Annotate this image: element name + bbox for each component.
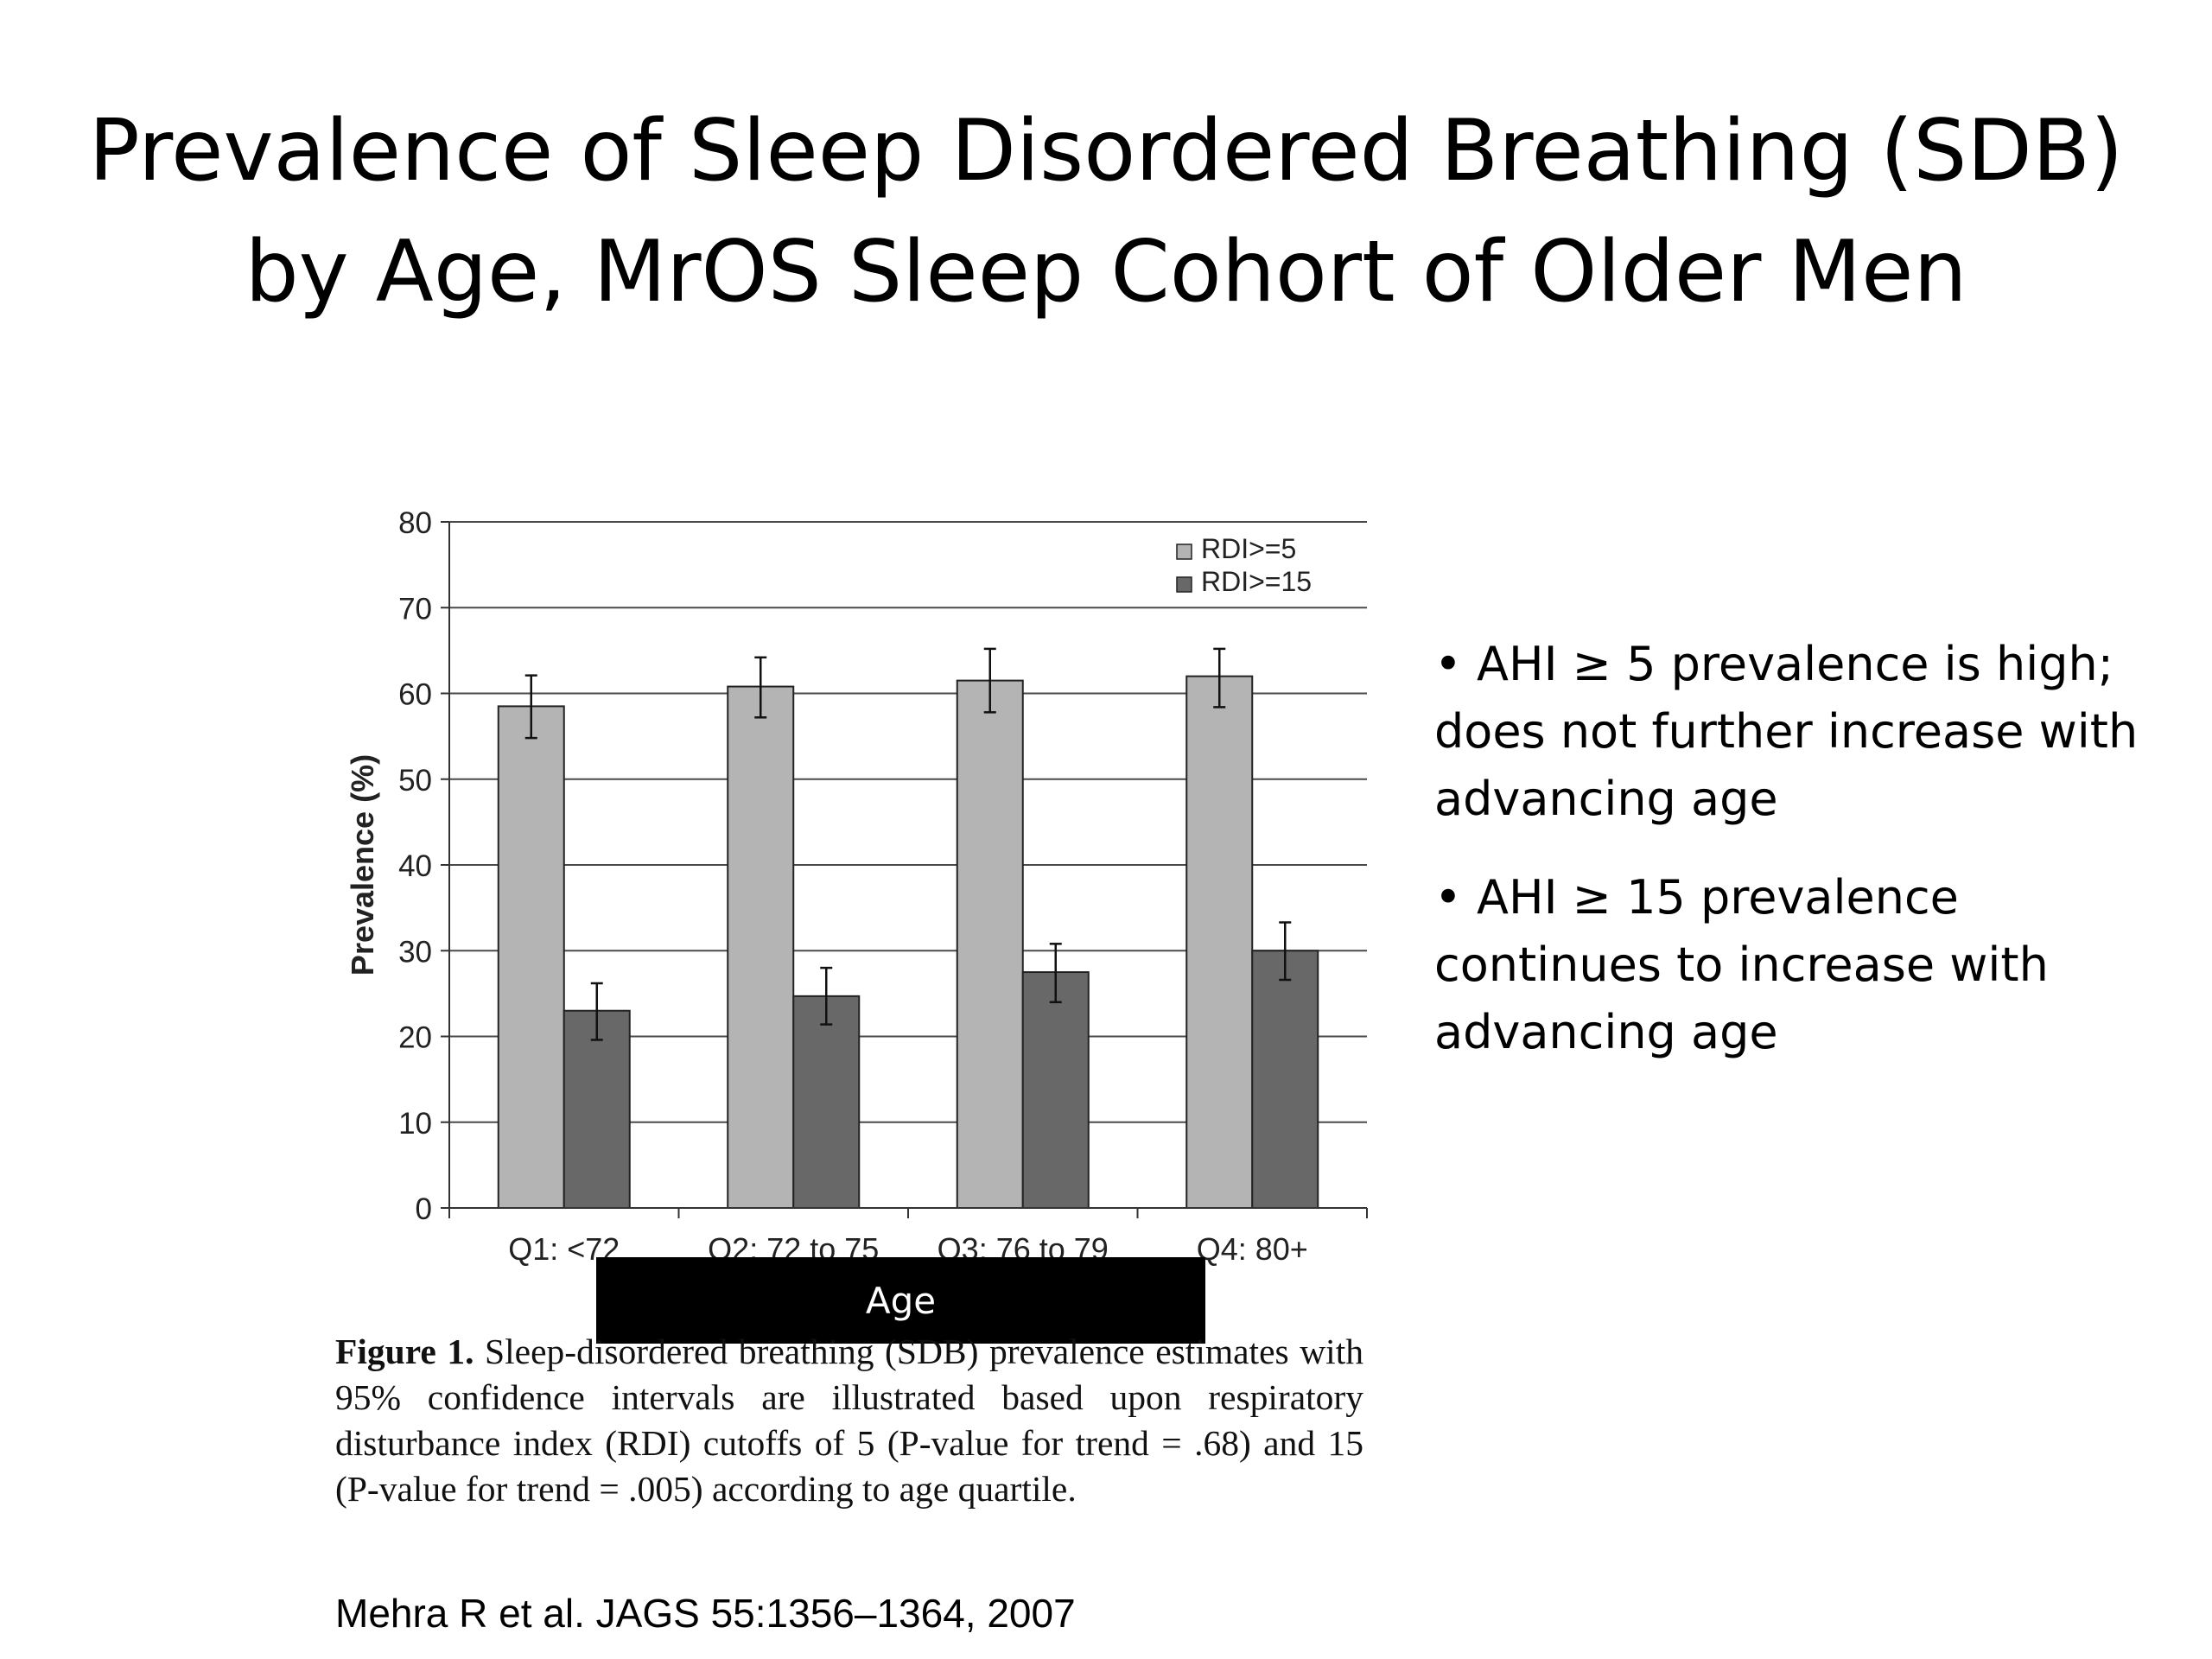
legend-label: RDI>=15 <box>1201 566 1312 597</box>
y-tick-label: 0 <box>416 1192 432 1226</box>
y-axis-title: Prevalence (%) <box>345 754 380 976</box>
y-tick-label: 60 <box>398 678 432 712</box>
caption-text: Sleep-disordered breathing (SDB) prevale… <box>335 1332 1363 1509</box>
bar <box>1185 675 1254 1209</box>
bar <box>1021 971 1090 1209</box>
y-tick-label: 30 <box>398 935 432 969</box>
y-tick-label: 80 <box>398 506 432 540</box>
y-tick-label: 50 <box>398 764 432 798</box>
bullet-item: • AHI ≥ 15 prevalence continues to incre… <box>1434 870 2049 1059</box>
legend-swatch <box>1176 576 1192 593</box>
bar <box>497 705 565 1209</box>
y-tick-label: 20 <box>398 1021 432 1055</box>
bar <box>956 679 1024 1209</box>
title-line-2: by Age, MrOS Sleep Cohort of Older Men <box>245 223 1967 321</box>
slide-title: Prevalence of Sleep Disordered Breathing… <box>0 91 2212 333</box>
caption-label: Figure 1. <box>335 1332 474 1371</box>
bullet-list: • AHI ≥ 5 prevalence is high; does not f… <box>1434 631 2177 1097</box>
x-tick-label: Q4: 80+ <box>1197 1231 1308 1267</box>
legend-swatch <box>1176 543 1192 560</box>
bar <box>563 1009 631 1209</box>
x-axis-label-box: Age <box>596 1257 1205 1344</box>
y-tick-label: 10 <box>398 1107 432 1141</box>
citation: Mehra R et al. JAGS 55:1356–1364, 2007 <box>335 1591 1076 1636</box>
bar <box>1251 950 1319 1209</box>
bars <box>497 647 1319 1210</box>
axes <box>441 521 1368 1218</box>
x-axis-title: Age <box>865 1279 937 1322</box>
bullet-item: • AHI ≥ 5 prevalence is high; does not f… <box>1434 637 2139 826</box>
legend-label: RDI>=5 <box>1201 533 1296 564</box>
title-line-1: Prevalence of Sleep Disordered Breathing… <box>88 102 2124 200</box>
bar <box>727 685 795 1209</box>
y-tick-label: 70 <box>398 592 432 626</box>
y-tick-label: 40 <box>398 849 432 883</box>
bar <box>792 995 861 1210</box>
figure-caption: Figure 1. Sleep-disordered breathing (SD… <box>335 1329 1363 1512</box>
